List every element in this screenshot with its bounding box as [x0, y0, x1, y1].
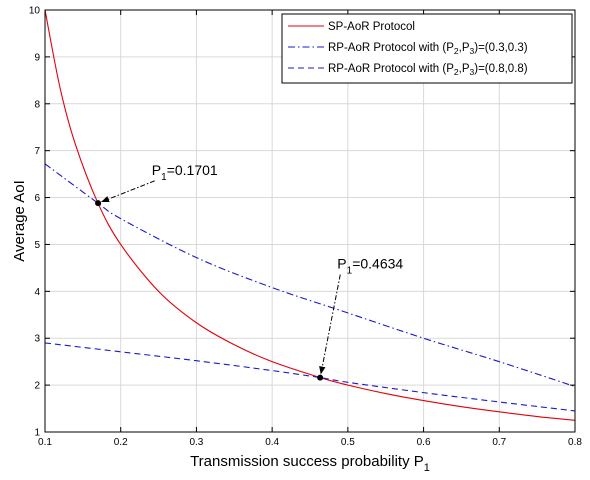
legend-label-3: RP-AoR Protocol with (P2,P3)=(0.8,0.8): [328, 63, 528, 77]
annotation-arrow-2: [319, 274, 341, 375]
intersection-point-2: [317, 374, 324, 381]
legend: SP-AoR Protocol RP-AoR Protocol with (P2,…: [281, 13, 573, 84]
legend-box: [281, 13, 573, 84]
series-line-1: [44, 9, 576, 421]
x-tick-label: 0.2: [114, 437, 128, 448]
x-tick-label: 0.8: [568, 437, 582, 448]
y-tick-label: 1: [34, 428, 40, 439]
annotation-label-2: P1=0.4634: [337, 256, 403, 277]
y-tick-label: 6: [34, 193, 40, 204]
x-tick-label: 0.3: [189, 437, 203, 448]
y-tick-label: 8: [34, 99, 40, 110]
series-line-3: [44, 342, 576, 412]
y-tick-label: 3: [34, 334, 40, 345]
intersection-point-1: [95, 200, 102, 207]
axis-labels: Transmission success probability P1 Avera…: [11, 180, 430, 474]
x-tick-label: 0.4: [265, 437, 279, 448]
series-line-2: [44, 163, 576, 388]
legend-label-2: RP-AoR Protocol with (P2,P3)=(0.3,0.3): [328, 42, 528, 56]
y-tick-label: 7: [34, 146, 40, 157]
annotation-arrow-1: [101, 180, 155, 203]
plot-frame: [44, 9, 576, 433]
x-tick-label: 0.7: [492, 437, 506, 448]
y-tick-label: 2: [34, 381, 40, 392]
axis-ticks: 0.1 0.2 0.3 0.4 0.5 0.6 0.7 0.8 1 2 3 4 5 6 7 8 9 10: [29, 6, 583, 449]
x-tick-label: 0.6: [417, 437, 431, 448]
y-tick-label: 5: [34, 240, 40, 251]
y-tick-label: 10: [29, 6, 41, 17]
x-tick-label: 0.1: [38, 437, 52, 448]
y-tick-label: 4: [34, 287, 40, 298]
series-lines: [44, 9, 576, 421]
y-tick-label: 9: [34, 52, 40, 63]
annotations: P1=0.1701 P1=0.4634: [95, 162, 403, 381]
annotation-label-1: P1=0.1701: [152, 162, 218, 183]
x-tick-label: 0.5: [341, 437, 355, 448]
legend-label-1: SP-AoR Protocol: [328, 21, 415, 33]
x-axis-label: Transmission success probability P1: [190, 453, 430, 474]
y-axis-label: Average AoI: [11, 180, 28, 261]
